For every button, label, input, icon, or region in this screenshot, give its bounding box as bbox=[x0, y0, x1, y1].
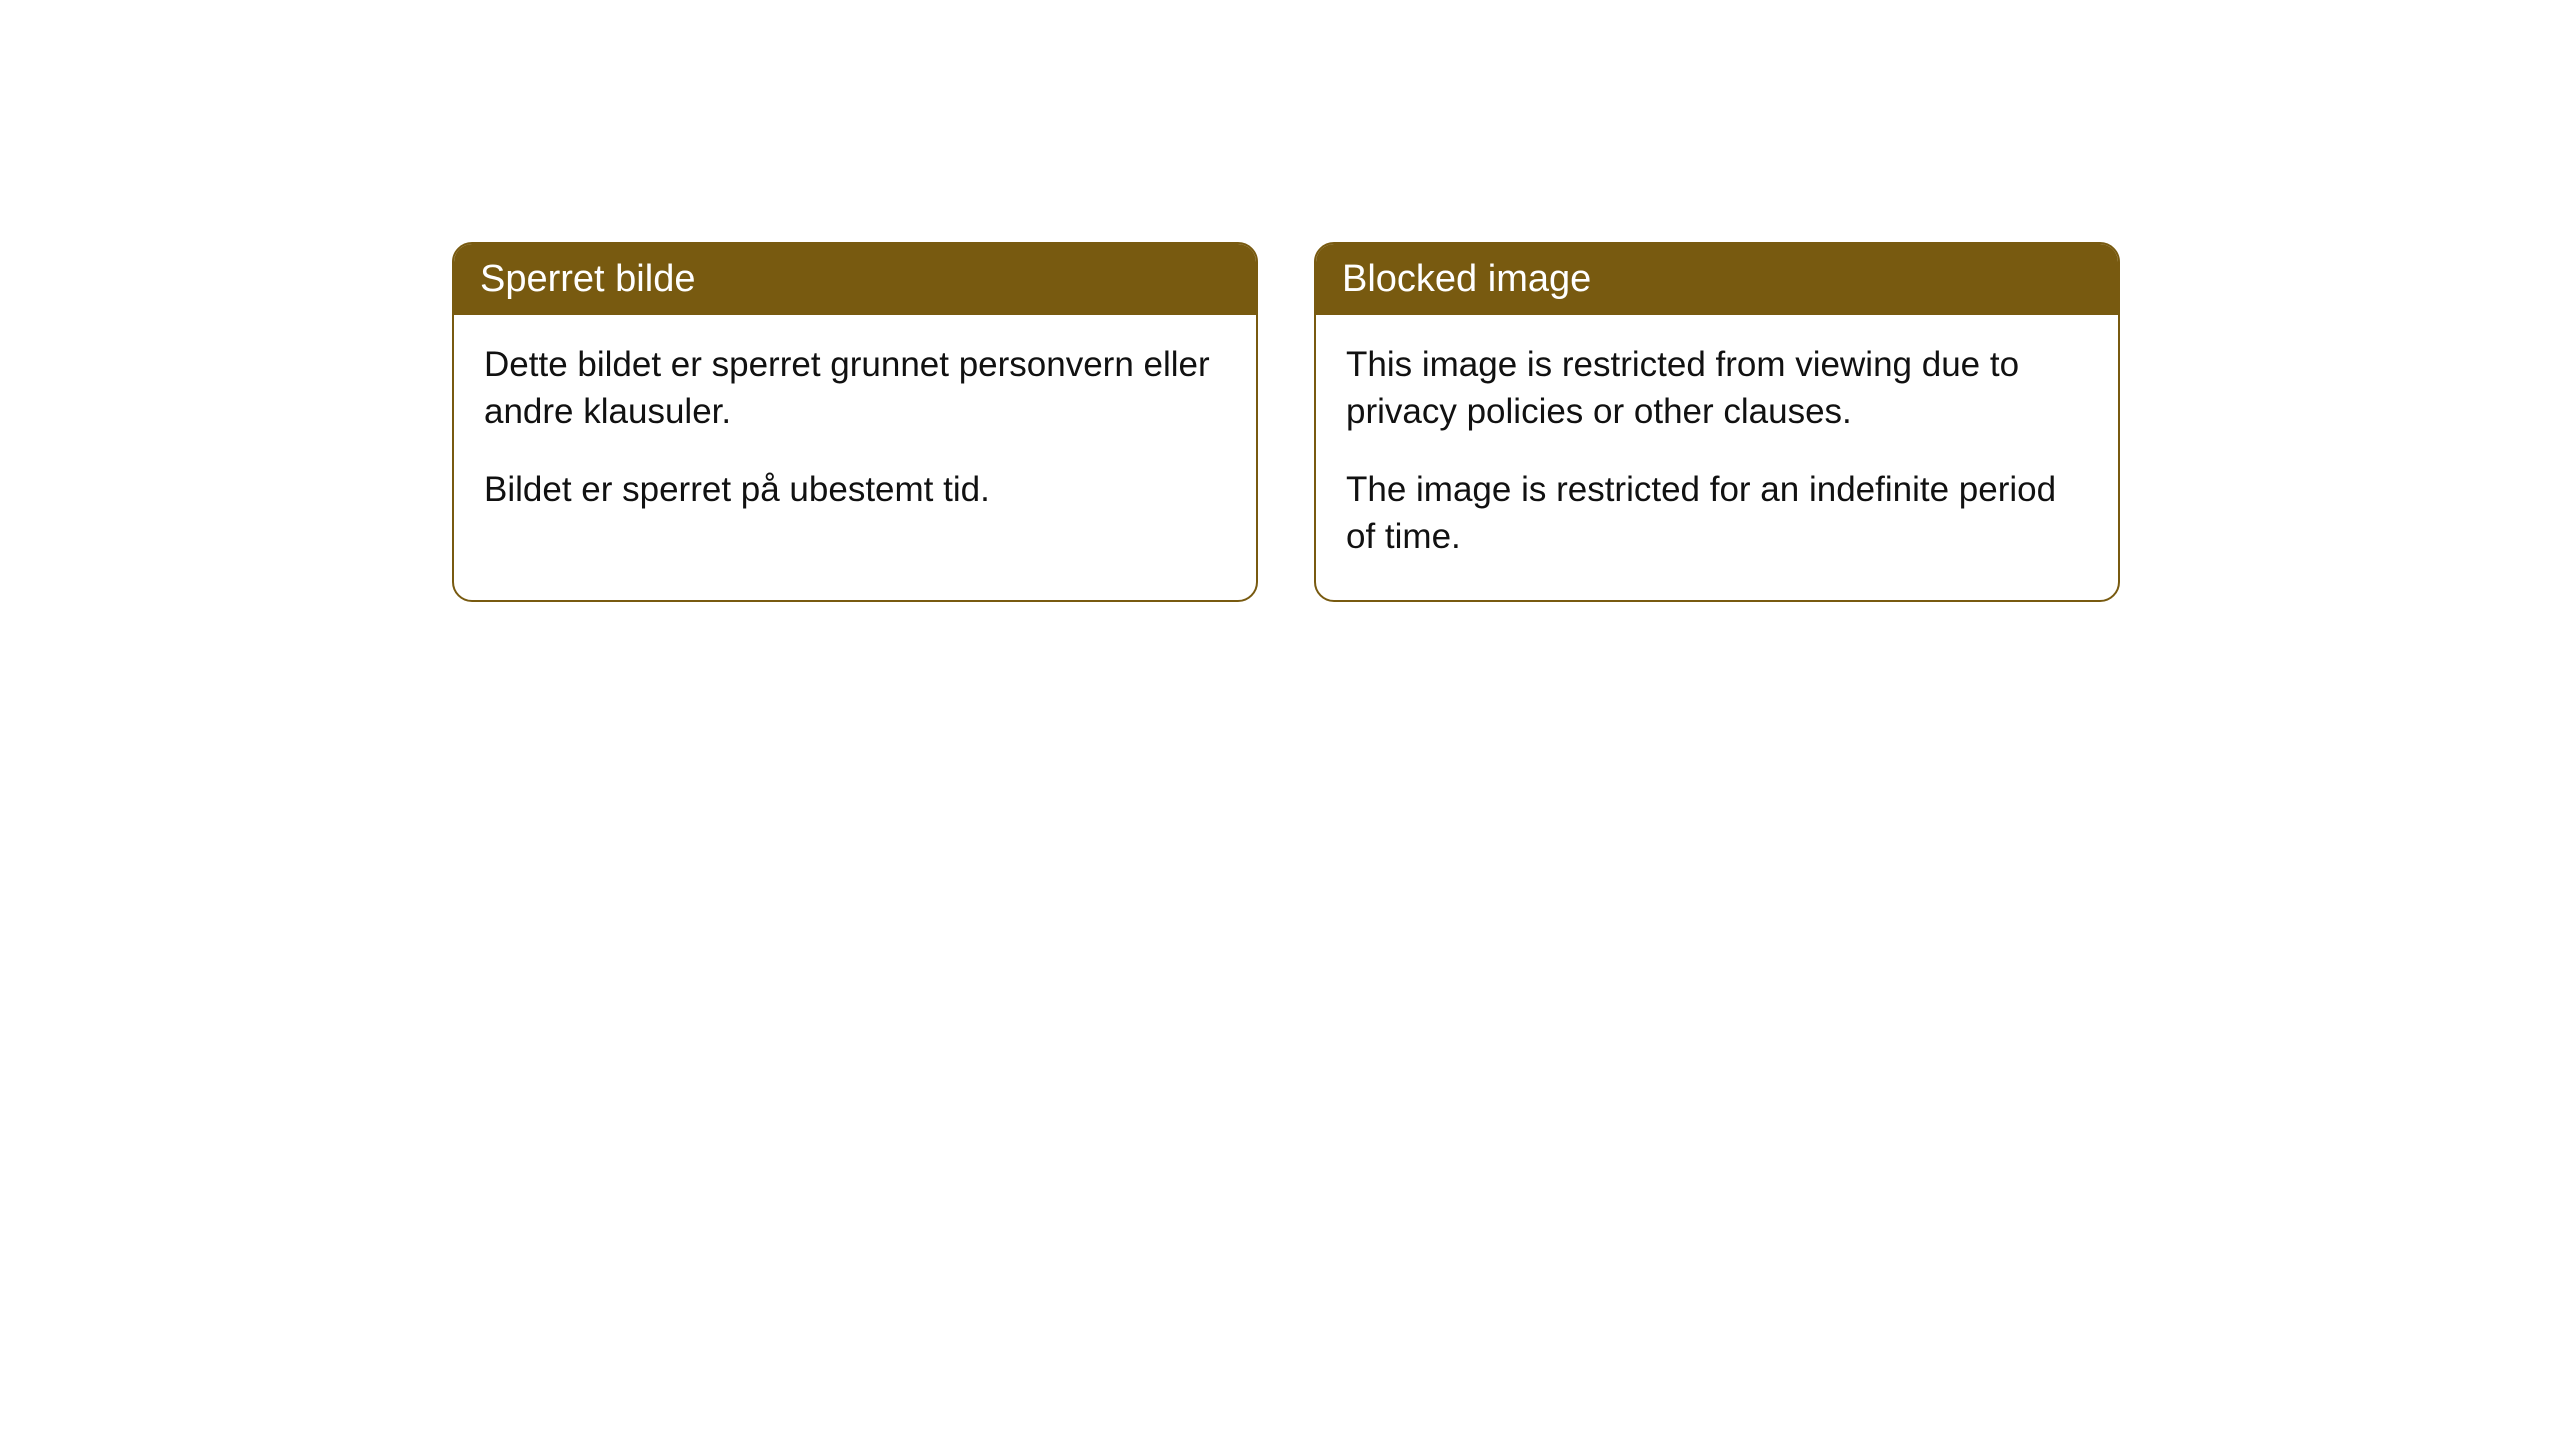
card-header-en: Blocked image bbox=[1316, 244, 2118, 315]
card-header-no: Sperret bilde bbox=[454, 244, 1256, 315]
card-body-en: This image is restricted from viewing du… bbox=[1316, 315, 2118, 600]
card-text-en-1: This image is restricted from viewing du… bbox=[1346, 341, 2088, 436]
blocked-image-card-en: Blocked image This image is restricted f… bbox=[1314, 242, 2120, 602]
card-text-en-2: The image is restricted for an indefinit… bbox=[1346, 466, 2088, 561]
card-body-no: Dette bildet er sperret grunnet personve… bbox=[454, 315, 1256, 553]
cards-container: Sperret bilde Dette bildet er sperret gr… bbox=[0, 0, 2560, 602]
card-text-no-1: Dette bildet er sperret grunnet personve… bbox=[484, 341, 1226, 436]
card-title-no: Sperret bilde bbox=[480, 258, 695, 300]
card-text-no-2: Bildet er sperret på ubestemt tid. bbox=[484, 466, 1226, 513]
blocked-image-card-no: Sperret bilde Dette bildet er sperret gr… bbox=[452, 242, 1258, 602]
card-title-en: Blocked image bbox=[1342, 258, 1591, 300]
